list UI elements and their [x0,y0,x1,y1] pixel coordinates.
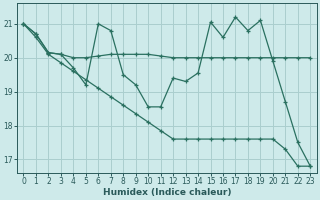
X-axis label: Humidex (Indice chaleur): Humidex (Indice chaleur) [103,188,231,197]
